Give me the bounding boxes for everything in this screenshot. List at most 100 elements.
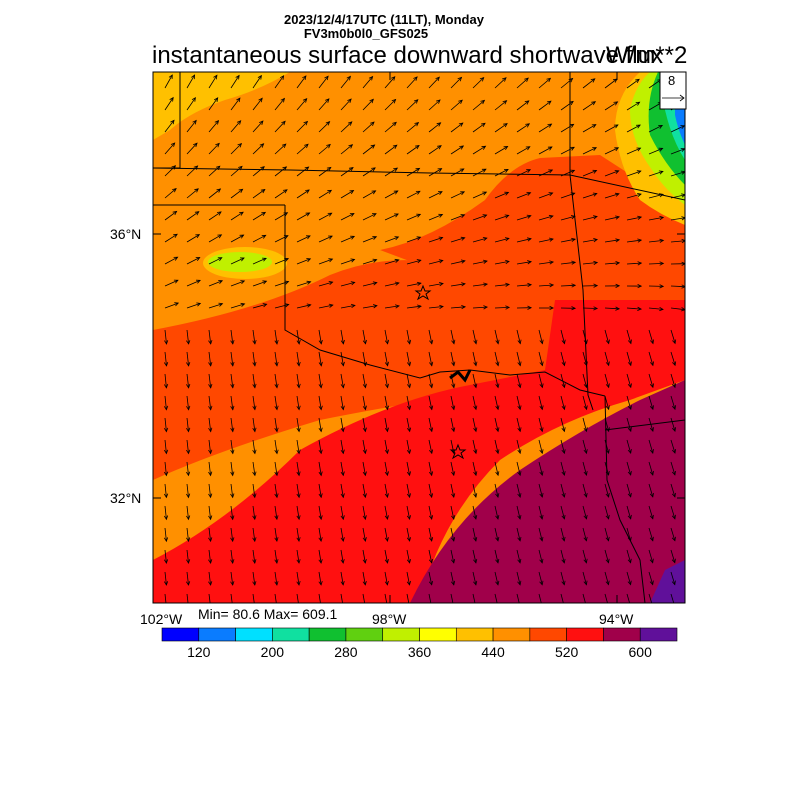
wind-vector-head: [561, 449, 566, 455]
wind-vector: [318, 571, 322, 585]
wind-vector-head: [451, 471, 456, 477]
wind-vector: [362, 373, 366, 388]
wind-vector: [296, 395, 300, 410]
wind-vector-head: [392, 121, 397, 127]
wind-vector: [472, 191, 487, 199]
wind-vector: [340, 461, 344, 476]
wind-vector: [208, 505, 211, 520]
wind-vector-head: [637, 193, 642, 198]
wind-vector: [494, 238, 510, 243]
wind-vector: [648, 373, 654, 388]
wind-vector: [186, 395, 189, 410]
wind-vector: [450, 122, 464, 133]
wind-vector-head: [571, 237, 577, 242]
wind-vector-head: [517, 471, 522, 477]
flux-field: [153, 72, 685, 603]
wind-vector-head: [592, 192, 598, 197]
wind-vector: [670, 351, 676, 366]
wind-vector: [670, 483, 676, 498]
wind-vector: [626, 262, 642, 265]
colorbar-swatch: [529, 627, 567, 642]
wind-vector: [516, 373, 521, 388]
wind-vector: [472, 527, 477, 542]
wind-vector-head: [260, 166, 265, 171]
wind-vector-head: [186, 515, 191, 521]
wind-vector: [472, 283, 488, 287]
wind-vector: [472, 306, 488, 309]
wind-vector-head: [274, 383, 279, 389]
wind-vector: [252, 120, 264, 133]
wind-vector: [296, 189, 310, 199]
wind-vector-head: [414, 122, 420, 127]
wind-vector: [670, 549, 676, 563]
wind-vector: [384, 167, 398, 177]
wind-vector: [164, 417, 167, 432]
wind-vector: [296, 571, 300, 586]
wind-vector-head: [615, 261, 621, 266]
wind-vector: [604, 78, 618, 89]
wind-vector-head: [257, 74, 262, 80]
wind-vector-head: [627, 471, 632, 476]
wind-vector-head: [517, 405, 522, 411]
wind-vector-head: [163, 537, 169, 543]
wind-vector-head: [280, 97, 285, 103]
wind-vector-head: [318, 449, 323, 455]
wind-vector-head: [325, 121, 331, 126]
wind-vector: [582, 461, 587, 476]
wind-vector-head: [171, 165, 177, 170]
wind-vector-head: [218, 302, 224, 307]
wind-vector: [362, 439, 366, 454]
wind-vector: [384, 571, 388, 585]
wind-vector-head: [168, 74, 173, 80]
wind-vector-head: [215, 142, 220, 148]
wind-vector-head: [517, 383, 522, 389]
wind-vector: [538, 351, 543, 366]
wind-vector-head: [208, 339, 213, 345]
wind-vector-head: [527, 237, 532, 242]
wind-vector-head: [326, 166, 332, 172]
wind-vector-head: [318, 405, 323, 411]
wind-vector-head: [362, 449, 367, 455]
wind-vector-head: [208, 449, 213, 455]
field-title: instantaneous surface downward shortwave…: [152, 42, 663, 69]
wind-vector: [406, 145, 420, 155]
wind-vector-head: [428, 558, 433, 564]
wind-vector-head: [561, 405, 566, 411]
wind-vector-head: [362, 361, 367, 367]
wind-vector: [230, 303, 245, 309]
wind-vector-head: [495, 471, 500, 477]
wind-vector-head: [343, 602, 345, 603]
wind-vector: [384, 417, 388, 432]
wind-vector: [604, 262, 620, 265]
wind-vector: [428, 351, 433, 366]
wind-vector: [626, 329, 632, 344]
wind-vector-head: [372, 281, 378, 286]
wind-vector: [516, 483, 521, 498]
wind-vector: [296, 527, 300, 542]
wind-vector-head: [450, 558, 456, 564]
wind-vector-head: [170, 142, 176, 147]
wind-vector: [340, 305, 355, 309]
wind-vector-head: [186, 383, 191, 389]
wind-vector: [384, 549, 388, 564]
wind-vector-head: [495, 536, 500, 542]
wind-vector: [340, 167, 354, 177]
wind-vector: [406, 329, 411, 344]
wind-vector-head: [208, 383, 213, 389]
wind-vector: [186, 303, 201, 309]
wind-vector: [340, 571, 344, 585]
wind-vector: [450, 593, 454, 603]
wind-vector-head: [593, 306, 599, 311]
wind-vector-head: [340, 515, 345, 521]
wind-vector-head: [671, 580, 676, 586]
wind-vector-head: [583, 427, 588, 433]
wind-vector-head: [613, 101, 619, 106]
colorbar-label: 600: [628, 644, 652, 660]
wind-vector: [230, 593, 233, 603]
wind-vector-head: [504, 191, 510, 196]
wind-vector: [318, 373, 322, 388]
wind-vector: [560, 329, 565, 344]
wind-vector: [604, 483, 609, 498]
wind-vector-head: [671, 514, 676, 520]
wind-vector: [450, 145, 464, 155]
